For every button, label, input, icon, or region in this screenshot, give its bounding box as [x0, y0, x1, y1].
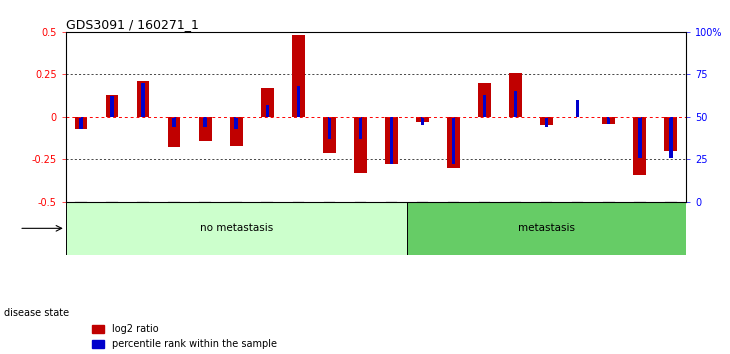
Bar — [199, 117, 212, 141]
Bar — [510, 73, 522, 117]
Bar — [80, 117, 83, 129]
Bar — [266, 105, 269, 117]
Text: disease state: disease state — [4, 308, 69, 318]
Bar — [296, 86, 300, 117]
Text: no metastasis: no metastasis — [200, 223, 273, 233]
Bar — [514, 91, 518, 117]
Bar — [358, 117, 362, 139]
Bar — [638, 117, 642, 158]
Bar — [407, 202, 686, 255]
Bar — [447, 117, 460, 168]
Text: GDS3091 / 160271_1: GDS3091 / 160271_1 — [66, 18, 199, 31]
Bar — [664, 117, 677, 151]
Bar — [390, 117, 393, 164]
Bar — [292, 35, 304, 117]
Bar — [385, 117, 398, 164]
Bar — [416, 117, 429, 122]
Text: metastasis: metastasis — [518, 223, 575, 233]
Bar — [420, 117, 424, 125]
Bar — [110, 96, 114, 117]
Bar — [204, 117, 207, 127]
Bar — [75, 117, 88, 129]
Bar — [483, 95, 486, 117]
Bar — [106, 95, 118, 117]
Bar — [137, 81, 150, 117]
Bar — [354, 117, 366, 173]
Bar — [452, 117, 456, 164]
Bar — [168, 117, 180, 147]
Bar — [602, 117, 615, 124]
Bar — [66, 202, 407, 255]
Bar — [545, 117, 548, 127]
Bar — [142, 83, 145, 117]
Bar — [607, 117, 610, 124]
Bar — [234, 117, 238, 129]
Bar — [323, 117, 336, 153]
Bar — [478, 83, 491, 117]
Legend: log2 ratio, percentile rank within the sample: log2 ratio, percentile rank within the s… — [93, 324, 277, 349]
Bar — [172, 117, 176, 127]
Bar — [576, 100, 580, 117]
Bar — [669, 117, 672, 158]
Bar — [261, 88, 274, 117]
Bar — [230, 117, 242, 146]
Bar — [634, 117, 646, 175]
Bar — [540, 117, 553, 125]
Bar — [328, 117, 331, 139]
